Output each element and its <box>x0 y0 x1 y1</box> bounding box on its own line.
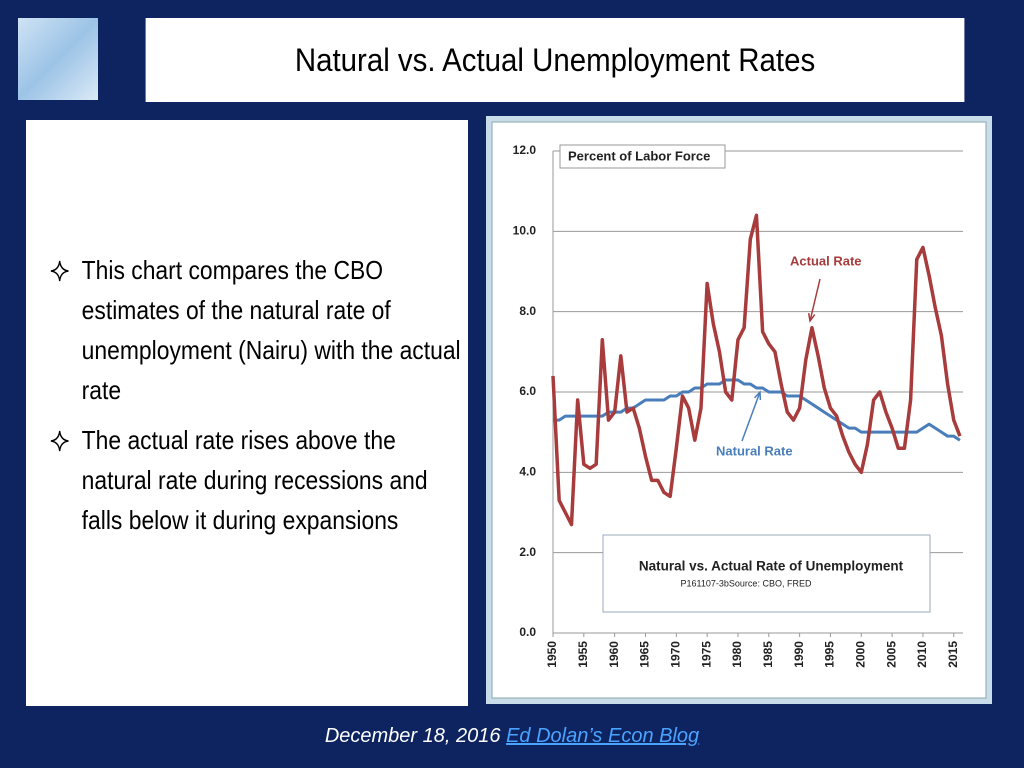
bullet-icon <box>50 430 69 452</box>
arrow-head <box>753 390 762 401</box>
y-tick-label: 2.0 <box>519 545 536 559</box>
chart-frame: 0.0 2.0 4.0 6.0 8.0 10.0 12.0 1950 1955 1960 1965 1… <box>486 116 992 704</box>
blog-link[interactable]: Ed Dolan’s Econ Blog <box>506 725 700 747</box>
y-tick-label: 8.0 <box>519 304 536 318</box>
slide-title: Natural vs. Actual Unemployment Rates <box>145 18 965 102</box>
x-tick-label: 1975 <box>699 641 713 668</box>
title-box <box>602 534 931 613</box>
x-tick-label: 1970 <box>668 641 682 668</box>
x-tick-label: 2010 <box>915 641 929 668</box>
footer: December 18, 2016 Ed Dolan’s Econ Blog <box>0 725 1024 748</box>
y-tick-label: 12.0 <box>513 143 537 157</box>
logo <box>18 18 98 100</box>
x-tick-label: 1980 <box>730 641 744 668</box>
x-tick-label: 1960 <box>607 641 621 668</box>
x-tick-label: 2005 <box>884 641 898 668</box>
bullet: This chart compares the CBO estimates of… <box>50 250 461 410</box>
y-tick-label: 6.0 <box>519 384 536 398</box>
x-tick-label: 1950 <box>545 641 559 668</box>
arrow-head <box>807 312 816 323</box>
y-label: Percent of Labor Force <box>568 148 710 163</box>
series-label: Actual Rate <box>790 253 862 268</box>
y-label-box <box>559 144 726 169</box>
y-tick-label: 10.0 <box>513 224 537 238</box>
y-tick-label: 4.0 <box>519 465 536 479</box>
bullet-icon <box>50 260 69 282</box>
x-tick-label: 1965 <box>638 641 652 668</box>
label-arrow <box>741 391 761 442</box>
x-tick-label: 1985 <box>761 641 775 668</box>
chart: 0.0 2.0 4.0 6.0 8.0 10.0 12.0 1950 1955 1960 1965 1… <box>491 121 987 699</box>
chart-source: P161107-3bSource: CBO, FRED <box>681 578 812 588</box>
footer-date: December 18, 2016 <box>324 725 501 747</box>
y-tick-label: 0.0 <box>519 625 536 639</box>
x-tick-label: 1995 <box>823 641 837 668</box>
text-panel: This chart compares the CBO estimates of… <box>26 120 468 706</box>
bullet: The actual rate rises above the natural … <box>50 420 428 540</box>
bullet-text: This chart compares the CBO estimates of… <box>81 255 461 405</box>
label-arrow <box>809 278 821 322</box>
x-tick-label: 1955 <box>576 641 590 668</box>
bullet-text: The actual rate rises above the natural … <box>81 425 428 535</box>
x-tick-label: 1990 <box>792 641 806 668</box>
x-tick-label: 2015 <box>946 641 960 668</box>
chart-title: Natural vs. Actual Rate of Unemployment <box>639 559 904 574</box>
x-tick-label: 2000 <box>853 641 867 668</box>
series-line <box>551 213 962 527</box>
series-label: Natural Rate <box>716 443 793 458</box>
